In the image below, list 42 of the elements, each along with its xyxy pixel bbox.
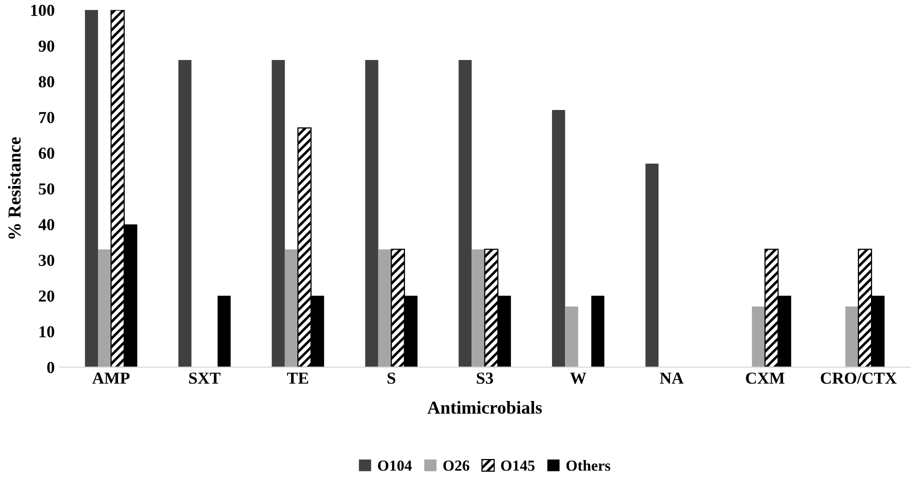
bar	[178, 60, 192, 368]
y-tick-label: 90	[38, 40, 54, 52]
x-tick-label: TE	[287, 372, 308, 384]
y-axis-title: % Resistance	[8, 137, 21, 239]
x-tick-label: CXM	[746, 372, 784, 384]
bar	[458, 60, 472, 368]
legend-label: O104	[378, 460, 412, 471]
bar	[218, 296, 231, 368]
x-tick-label: CRO/CTX	[820, 372, 897, 384]
bar	[284, 249, 298, 368]
bar	[591, 296, 604, 368]
bar	[365, 60, 378, 368]
bar	[84, 10, 98, 368]
y-tick-label: 10	[40, 326, 54, 338]
x-tick-label: NA	[660, 372, 684, 384]
bar	[565, 306, 578, 368]
x-tick-label: S3	[476, 372, 494, 384]
x-tick-label: S	[388, 372, 396, 384]
legend-label: O145	[501, 460, 535, 471]
x-axis-title: Antimicrobials	[427, 401, 542, 414]
bar	[378, 249, 392, 368]
y-tick-label: 30	[38, 254, 54, 266]
y-tick-label: 70	[39, 112, 54, 124]
x-tick-label: SXT	[189, 372, 220, 384]
legend-label: Others	[566, 460, 610, 471]
x-tick-label: W	[570, 372, 586, 384]
y-tick-label: 50	[38, 183, 54, 195]
bar	[752, 306, 766, 368]
bar	[272, 60, 285, 368]
y-tick-label: 0	[47, 362, 54, 374]
y-tick-label: 40	[38, 219, 54, 230]
bar	[845, 306, 858, 368]
y-tick-label: 80	[38, 76, 54, 88]
bar	[98, 249, 112, 368]
legend-label: O26	[443, 460, 470, 471]
y-tick-label: 60	[38, 148, 54, 159]
y-tick-label: 100	[31, 4, 54, 16]
bar	[645, 164, 659, 368]
bar	[472, 249, 485, 368]
bar	[552, 110, 566, 368]
y-tick-label: 20	[38, 290, 54, 302]
x-tick-label: AMP	[92, 372, 130, 384]
